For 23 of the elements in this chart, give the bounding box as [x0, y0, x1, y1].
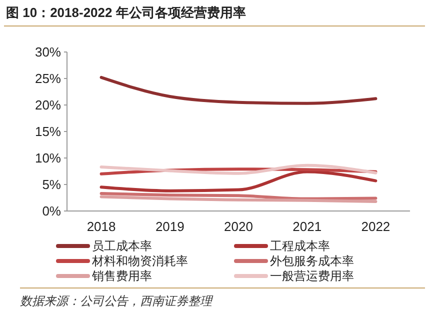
legend-label: 材料和物资消耗率 — [91, 254, 188, 268]
y-tick-label: 20% — [34, 98, 62, 113]
source-note: 数据来源：公司公告，西南证券整理 — [20, 294, 214, 308]
legend-label: 销售费用率 — [91, 269, 152, 284]
x-tick-label: 2022 — [361, 219, 390, 234]
line-series — [100, 164, 378, 175]
y-tick-label: 15% — [34, 124, 62, 140]
line-series — [100, 170, 378, 192]
legend-label: 外包服务成本率 — [270, 254, 354, 268]
x-tick-label: 2018 — [86, 219, 116, 234]
x-tick-label: 2020 — [224, 219, 253, 234]
y-tick-label: 5% — [42, 177, 62, 192]
y-tick-label: 0% — [42, 204, 62, 219]
line-series — [100, 76, 378, 105]
x-tick-label: 2019 — [155, 219, 184, 234]
y-tick-label: 10% — [34, 150, 62, 166]
y-tick-label: 25% — [34, 71, 62, 86]
legend-label: 工程成本率 — [270, 239, 330, 254]
x-tick-label: 2021 — [292, 219, 322, 234]
legend-label: 员工成本率 — [92, 239, 152, 254]
legend-label: 一般营运费用率 — [270, 269, 354, 284]
chart-title: 图 10：2018-2022 年公司各项经营费用率 — [6, 5, 246, 20]
y-tick-label: 30% — [34, 44, 62, 60]
